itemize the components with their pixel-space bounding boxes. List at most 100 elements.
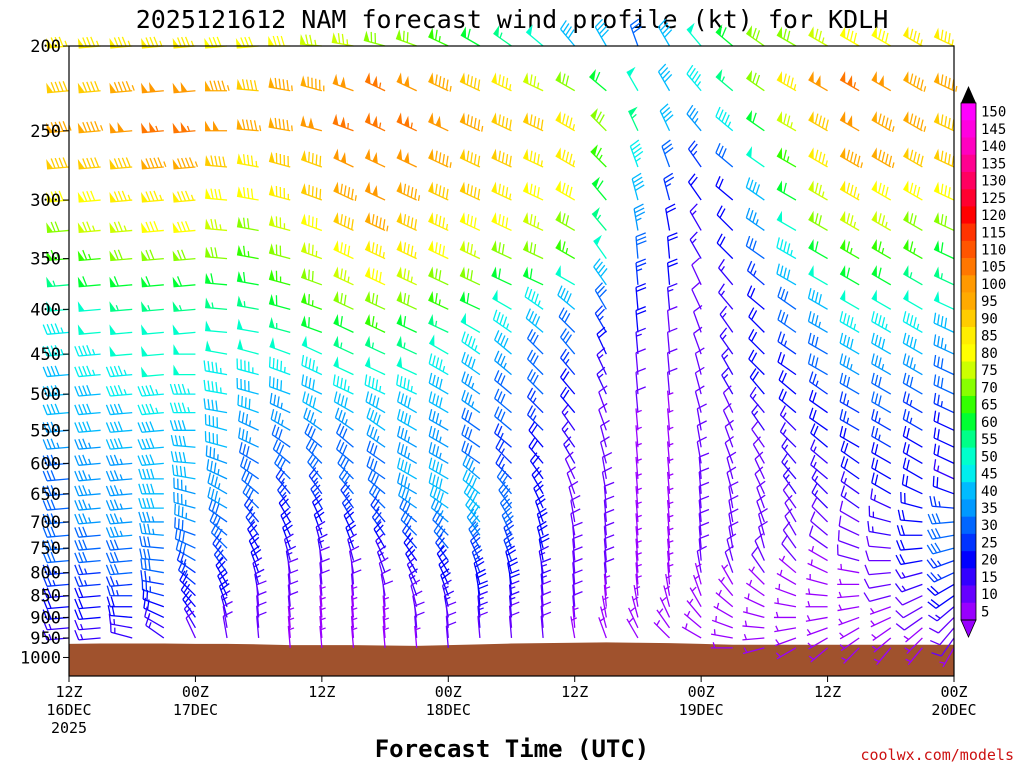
barb-full [821,153,826,165]
barb-full [270,409,275,420]
wind-barb [776,263,797,286]
wind-barb [268,243,291,260]
barb-full [184,36,191,47]
barb-full [505,117,509,129]
barb-full [913,338,917,350]
barb-full [282,119,285,130]
barb-pennant [365,212,371,224]
barb-half [219,224,222,231]
barb-half [904,647,910,652]
barb-full [366,456,371,467]
barb-full [414,219,418,230]
barb-full [308,215,310,226]
barb-pennant [205,120,212,131]
barb-full [46,499,52,510]
barb-pennant [172,276,180,287]
barb-full [110,596,115,607]
barb-full [874,355,879,366]
barb-full [42,576,48,587]
barb-full [150,483,155,494]
barb-full [526,369,534,379]
wind-barb [807,637,828,650]
barb-half [313,419,317,425]
barb-pennant [396,266,403,279]
barb-half [909,272,913,278]
barb-full [533,185,537,196]
barb-full [533,215,537,227]
barb-full [139,548,143,559]
wind-barb [839,210,860,232]
barb-shaft [784,502,797,523]
barb-pennant [372,152,378,164]
wind-barb [836,544,860,562]
barb-shaft [724,551,734,573]
barb-full [250,536,260,545]
wind-barb [594,18,609,47]
barb-full [149,385,155,396]
barb-shaft [698,456,702,479]
barb-full [242,483,249,493]
wind-barb [428,442,449,464]
barb-full [408,568,418,576]
barb-half [686,610,691,617]
barb-full [477,591,488,597]
barb-pennant [871,238,877,251]
barb-full [461,389,466,401]
barb-full [147,536,151,548]
barb-half [540,160,543,167]
barb-pennant [491,181,497,194]
barb-full [106,596,111,607]
barb-full [783,182,787,194]
y-tick-label: 300 [30,191,61,211]
barb-full [902,409,907,420]
wind-barb [570,616,578,639]
barb-pennant [372,115,378,128]
barb-full [464,333,470,344]
barb-half [471,382,475,389]
wind-barb [522,148,544,168]
barb-pennant [428,112,434,125]
barb-full [400,510,407,521]
barb-shaft [205,408,228,414]
wind-barb [491,266,512,286]
barb-full [78,609,84,620]
barb-full [777,286,782,297]
barb-full [689,203,698,212]
barb-full [667,367,678,373]
wind-barb [491,240,512,260]
barb-half [320,586,326,590]
barb-half [378,551,384,557]
barb-shaft [903,188,923,201]
barb-full [636,240,647,246]
barb-full [932,475,935,487]
wind-barb [77,80,101,94]
barb-shaft [696,408,702,431]
barb-full [105,455,111,466]
barb-full [561,310,568,320]
wind-barb [745,109,765,132]
barb-shaft [206,455,228,464]
barb-pennant [903,180,909,193]
barb-pennant [237,338,244,350]
barb-half [783,444,789,450]
barb-full [909,73,914,84]
barb-pennant [173,344,180,355]
barb-full [748,349,755,360]
barb-full [494,388,500,399]
barb-half [88,474,92,480]
barb-full [308,358,312,369]
barb-full [906,334,910,346]
barb-full [428,372,433,384]
barb-full [349,545,360,552]
barb-full [874,393,879,404]
barb-half [347,276,350,283]
wind-barb [301,374,323,395]
barb-full [600,268,608,278]
wind-barb [139,535,164,549]
barb-full [113,221,119,232]
barb-pennant [365,181,371,194]
barb-half [348,539,355,544]
barb-full [105,485,111,496]
barb-shaft [428,220,449,232]
wind-barb [496,467,512,495]
